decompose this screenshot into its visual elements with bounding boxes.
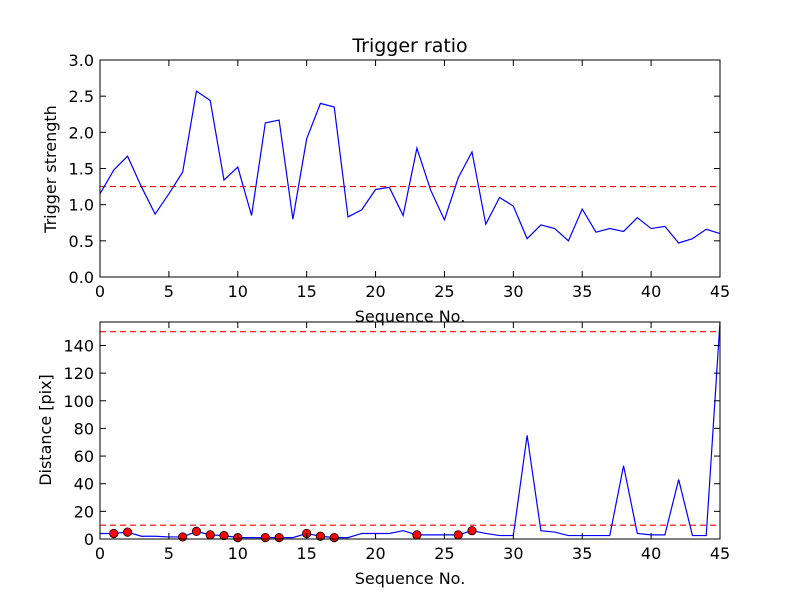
data-point-marker (274, 533, 284, 543)
y-tick-label: 60 (74, 447, 94, 466)
y-tick-label: 2.5 (69, 87, 94, 106)
series-line-0 (99, 90, 721, 244)
y-tick-label: 100 (63, 392, 94, 411)
data-point-marker (205, 530, 215, 540)
data-point-marker (122, 527, 133, 537)
data-point-marker (467, 526, 477, 536)
y-axis-label-bottom: Distance [pix] (36, 374, 55, 486)
data-point-marker (191, 526, 202, 536)
series-line-0 (100, 321, 721, 539)
x-tick-label: 45 (710, 544, 730, 563)
y-tick-label: 3.0 (69, 51, 94, 70)
x-axis-label-top: Sequence No. (355, 307, 466, 326)
x-tick-label: 30 (503, 282, 523, 301)
y-tick-label: 80 (74, 419, 94, 438)
x-tick-label: 25 (434, 282, 454, 301)
x-tick-label: 10 (228, 282, 248, 301)
x-tick-label: 30 (503, 544, 523, 563)
chart-title: Trigger ratio (351, 35, 467, 57)
x-tick-label: 5 (164, 544, 174, 563)
axes-frame (99, 59, 721, 278)
y-tick-label: 120 (63, 364, 94, 383)
x-tick-label: 10 (228, 544, 248, 563)
x-tick-label: 35 (572, 282, 592, 301)
y-tick-label: 20 (74, 502, 94, 521)
y-tick-label: 40 (74, 475, 94, 494)
data-point-marker (178, 532, 188, 542)
x-tick-label: 40 (641, 544, 661, 563)
y-tick-label: 1.5 (69, 160, 94, 179)
data-point-marker (260, 533, 270, 543)
x-tick-label: 0 (95, 544, 105, 563)
x-tick-label: 20 (365, 282, 385, 301)
data-point-marker (315, 531, 326, 541)
data-point-marker (453, 530, 463, 540)
x-tick-label: 5 (164, 282, 174, 301)
distance-panel: Distance [pix] Sequence No. 0 5 10 15 20 25 30… (36, 321, 730, 588)
x-tick-label: 0 (95, 282, 105, 301)
x-tick-label: 40 (641, 282, 661, 301)
y-tick-label: 2.0 (69, 123, 94, 142)
x-tick-label: 45 (710, 282, 730, 301)
x-tick-label: 15 (296, 282, 316, 301)
data-point-marker (219, 530, 229, 541)
y-tick-label: 0.5 (69, 232, 94, 251)
y-axis-label-top: Trigger strength (41, 105, 60, 234)
x-tick-label: 35 (572, 544, 592, 563)
data-point-marker (109, 528, 119, 539)
axes-frame (99, 321, 721, 540)
x-tick-label: 20 (365, 544, 385, 563)
trigger-ratio-panel: Trigger ratio Trigger strength Sequence … (41, 35, 730, 326)
data-point-marker (412, 530, 422, 540)
y-tick-label: 0.0 (69, 268, 94, 287)
data-point-marker (329, 533, 339, 543)
x-tick-label: 25 (434, 544, 454, 563)
y-tick-label: 1.0 (69, 196, 94, 215)
x-tick-label: 15 (296, 544, 316, 563)
y-tick-label: 140 (63, 336, 94, 355)
x-axis-label-bottom: Sequence No. (355, 569, 466, 588)
y-tick-label: 0 (84, 530, 94, 549)
